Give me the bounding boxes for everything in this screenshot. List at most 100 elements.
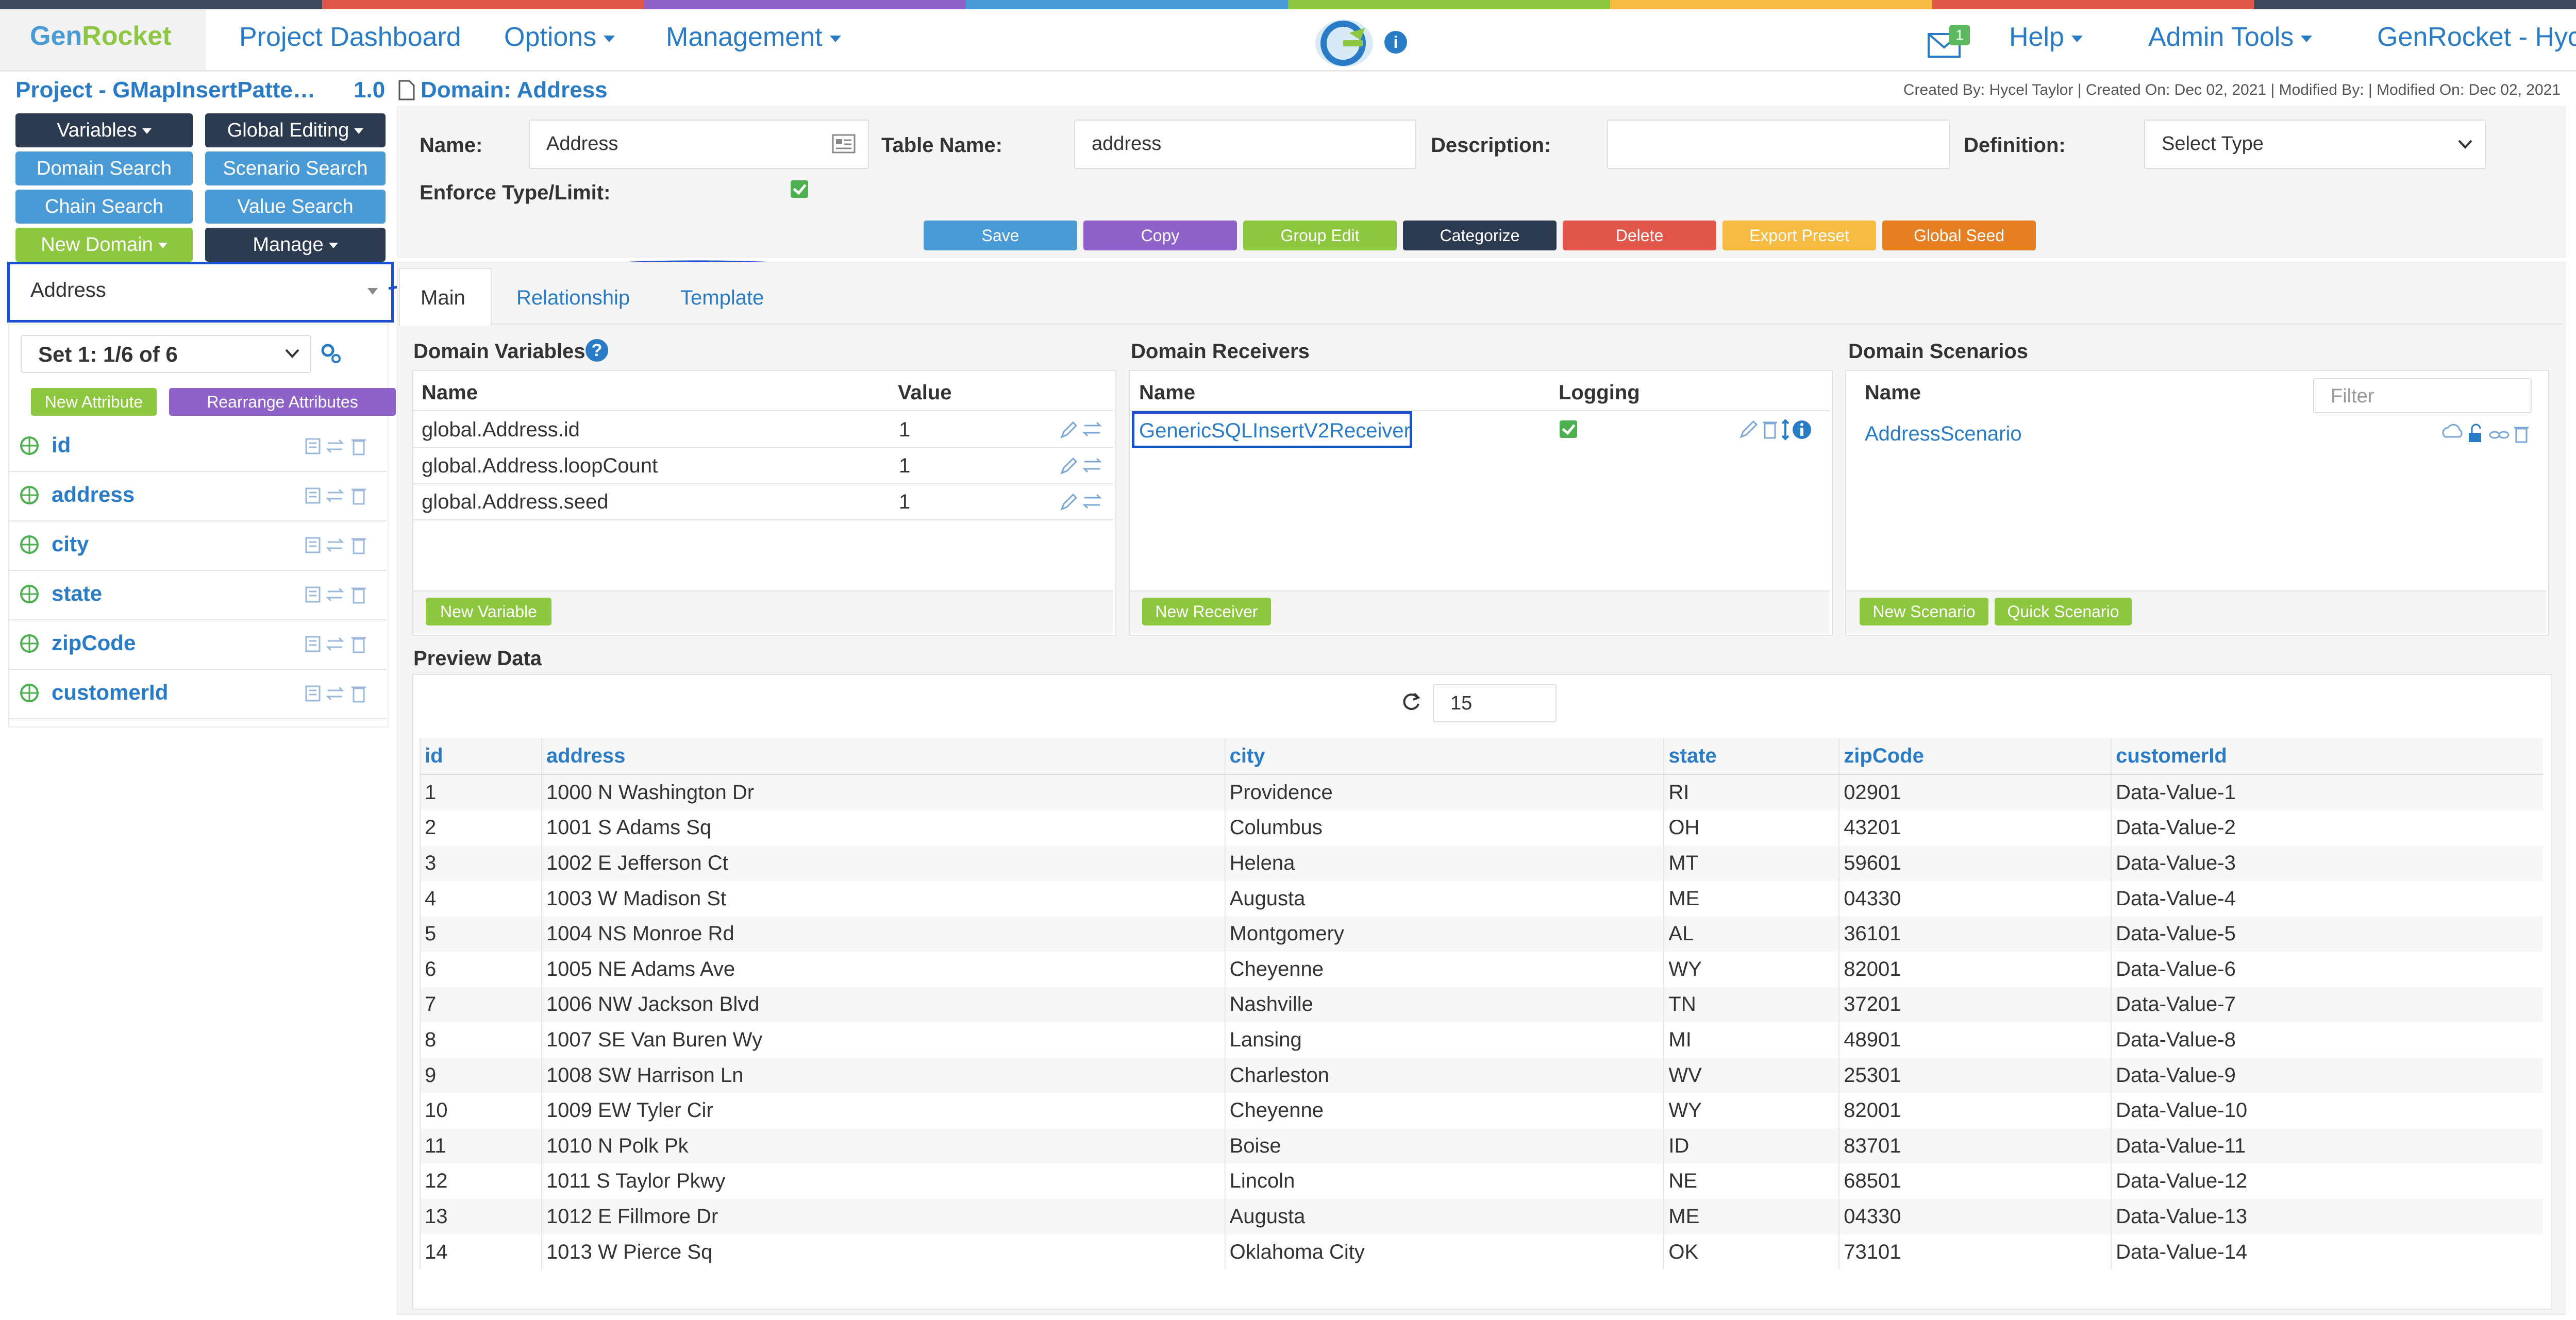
edit-form-icon[interactable] (305, 636, 321, 652)
edit-pencil-icon[interactable] (1060, 493, 1078, 511)
enforce-checkbox[interactable] (791, 180, 808, 198)
preview-column-header[interactable]: customerId (2111, 738, 2543, 775)
gear-settings-icon[interactable] (319, 341, 342, 365)
swap-icon[interactable] (326, 686, 344, 701)
edit-form-icon[interactable] (305, 537, 321, 553)
tab-main-label[interactable]: Main (421, 286, 465, 309)
edit-form-icon[interactable] (305, 586, 321, 603)
delete-button[interactable]: Delete (1563, 221, 1716, 250)
attribute-name[interactable]: id (52, 433, 71, 457)
preview-column-header[interactable]: address (541, 738, 1225, 775)
brand-logo[interactable]: GenRocket (30, 21, 172, 52)
info-circle-icon[interactable] (1793, 420, 1811, 439)
global-editing-button[interactable]: Global Editing (205, 113, 386, 147)
nav-options[interactable]: Options (504, 22, 615, 53)
quick-scenario-button[interactable]: Quick Scenario (1995, 598, 2132, 625)
scenario-filter-input[interactable]: Filter (2313, 378, 2532, 413)
variable-name[interactable]: global.Address.loopCount (422, 454, 658, 477)
attribute-row[interactable]: city (8, 520, 387, 571)
scenario-link[interactable]: AddressScenario (1865, 422, 2022, 445)
value-search-button[interactable]: Value Search (205, 190, 386, 224)
edit-pencil-icon[interactable] (1739, 420, 1758, 438)
help-question-icon[interactable]: ? (586, 339, 608, 362)
swap-icon[interactable] (326, 587, 344, 602)
preview-column-header[interactable]: zipCode (1838, 738, 2112, 775)
trash-icon[interactable] (352, 587, 366, 604)
description-input[interactable] (1607, 120, 1950, 169)
export-preset-button[interactable]: Export Preset (1722, 221, 1876, 250)
trash-icon[interactable] (352, 439, 366, 455)
new-scenario-button[interactable]: New Scenario (1860, 598, 1988, 625)
attribute-name[interactable]: zipCode (52, 631, 136, 655)
unlock-icon[interactable] (2469, 424, 2481, 442)
nav-project-dashboard[interactable]: Project Dashboard (239, 22, 461, 52)
swap-icon[interactable] (326, 488, 344, 503)
set-select[interactable]: Set 1: 1/6 of 6 (21, 335, 311, 373)
tab-main[interactable] (399, 268, 492, 326)
id-card-icon[interactable] (832, 134, 856, 154)
global-seed-button[interactable]: Global Seed (1882, 221, 2036, 250)
trash-icon[interactable] (352, 686, 366, 703)
swap-icon[interactable] (326, 637, 344, 651)
name-input[interactable]: Address (529, 120, 869, 169)
nav-admin-tools[interactable]: Admin Tools (2148, 22, 2313, 53)
edit-form-icon[interactable] (305, 685, 321, 702)
info-icon[interactable]: i (1384, 31, 1407, 54)
new-attribute-button[interactable]: New Attribute (31, 388, 157, 416)
attribute-name[interactable]: city (52, 532, 89, 556)
attribute-row[interactable]: state (8, 570, 387, 620)
swap-icon[interactable] (1082, 421, 1102, 437)
swap-icon[interactable] (326, 538, 344, 552)
attribute-row[interactable]: address (8, 471, 387, 521)
tab-template[interactable]: Template (680, 286, 764, 309)
edit-form-icon[interactable] (305, 438, 321, 454)
edit-pencil-icon[interactable] (1060, 421, 1078, 438)
preview-column-header[interactable]: state (1663, 738, 1839, 775)
rearrange-attributes-button[interactable]: Rearrange Attributes (169, 388, 396, 416)
nav-user-menu[interactable]: GenRocket - Hyc (2377, 22, 2576, 52)
domain-search-button[interactable]: Domain Search (15, 151, 193, 185)
variables-button[interactable]: Variables (15, 113, 193, 147)
tab-relationship[interactable]: Relationship (516, 286, 630, 309)
variable-name[interactable]: global.Address.id (422, 418, 580, 441)
link-chain-icon[interactable] (2489, 431, 2510, 439)
preview-count-input[interactable]: 15 (1433, 684, 1557, 722)
receiver-logging-checkbox[interactable] (1560, 420, 1577, 438)
preview-column-header[interactable]: id (420, 738, 542, 775)
variable-name[interactable]: global.Address.seed (422, 490, 609, 513)
table-name-input[interactable]: address (1074, 120, 1416, 169)
refresh-icon[interactable] (1400, 690, 1423, 713)
trash-icon[interactable] (2514, 427, 2529, 443)
manage-button[interactable]: Manage (205, 228, 386, 262)
swap-icon[interactable] (326, 439, 344, 453)
attribute-name[interactable]: customerId (52, 680, 169, 704)
trash-icon[interactable] (352, 538, 366, 554)
trash-icon[interactable] (352, 488, 366, 505)
edit-pencil-icon[interactable] (1060, 457, 1078, 475)
scenario-search-button[interactable]: Scenario Search (205, 151, 386, 185)
genrocket-logo-icon[interactable] (1313, 18, 1375, 69)
trash-icon[interactable] (352, 637, 366, 653)
preview-column-header[interactable]: city (1224, 738, 1664, 775)
swap-icon[interactable] (1082, 458, 1102, 473)
chain-search-button[interactable]: Chain Search (15, 190, 193, 224)
copy-button[interactable]: Copy (1083, 221, 1237, 250)
group-edit-button[interactable]: Group Edit (1243, 221, 1397, 250)
nav-management[interactable]: Management (666, 22, 841, 53)
new-variable-button[interactable]: New Variable (426, 598, 551, 625)
new-receiver-button[interactable]: New Receiver (1142, 598, 1271, 625)
cloud-download-icon[interactable] (2442, 424, 2463, 438)
edit-form-icon[interactable] (305, 487, 321, 504)
reorder-arrows-icon[interactable] (1781, 419, 1789, 441)
project-title[interactable]: Project - GMapInsertPatte… (15, 77, 315, 103)
receiver-link[interactable]: GenericSQLInsertV2Receiver (1139, 419, 1411, 442)
swap-icon[interactable] (1082, 494, 1102, 509)
attribute-row[interactable]: id (8, 421, 387, 472)
attribute-row[interactable]: customerId (8, 669, 387, 719)
attribute-name[interactable]: address (52, 482, 135, 506)
trash-icon[interactable] (1763, 421, 1777, 439)
nav-help[interactable]: Help (2009, 22, 2083, 53)
domain-select[interactable]: Address (7, 262, 394, 323)
categorize-button[interactable]: Categorize (1403, 221, 1557, 250)
new-domain-button[interactable]: New Domain (15, 228, 193, 262)
